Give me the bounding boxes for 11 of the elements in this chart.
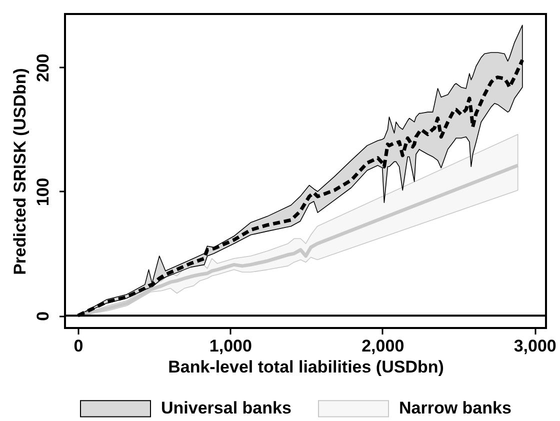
x-tick-label: 3,000 <box>514 336 556 356</box>
legend-label: Universal banks <box>161 398 292 418</box>
legend-label: Narrow banks <box>399 398 512 418</box>
x-axis-title: Bank-level total liabilities (USDbn) <box>168 358 444 376</box>
y-tick-label: 100 <box>34 178 52 206</box>
y-tick-label: 0 <box>34 311 52 321</box>
x-tick-label: 2,000 <box>362 336 404 356</box>
y-tick-label: 200 <box>34 54 52 82</box>
x-tick-label: 0 <box>74 336 84 356</box>
x-tick-label: 1,000 <box>209 336 252 356</box>
y-axis-title: Predicted SRISK (USDbn) <box>10 68 30 275</box>
